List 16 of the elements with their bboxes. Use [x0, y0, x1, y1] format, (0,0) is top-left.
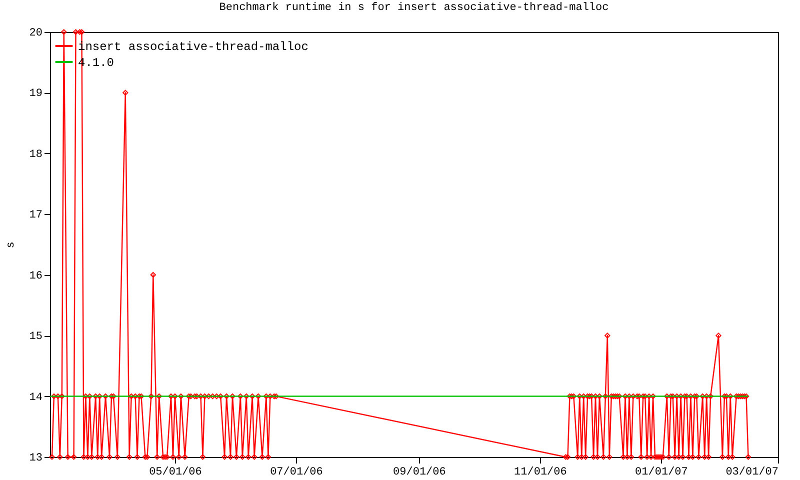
y-tick-label: 16 — [29, 270, 42, 282]
y-tick-label: 14 — [29, 392, 43, 404]
y-tick-label: 13 — [29, 452, 42, 464]
x-tick-label: 11/01/06 — [514, 466, 567, 478]
y-tick-label: 20 — [29, 28, 42, 40]
y-tick-label: 19 — [29, 88, 42, 100]
y-tick-label: 18 — [29, 148, 42, 161]
x-tick-label: 07/01/06 — [270, 466, 323, 478]
x-tick-label: 05/01/06 — [149, 466, 202, 478]
chart-title: Benchmark runtime in s for insert associative-thread-malloc — [219, 2, 609, 14]
x-tick-label: 01/01/07 — [635, 466, 688, 478]
y-tick-label: 15 — [29, 331, 42, 344]
x-tick-label: 09/01/06 — [393, 466, 446, 478]
x-tick-label: 03/01/07 — [726, 466, 778, 478]
y-tick-label: 17 — [29, 210, 42, 222]
y-axis-title: s — [5, 242, 18, 248]
